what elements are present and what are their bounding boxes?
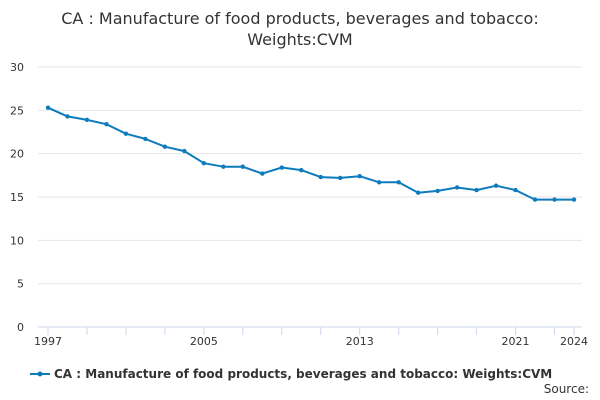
chart-title-line-2: Weights:CVM — [247, 30, 353, 49]
data-point — [571, 197, 577, 202]
data-point — [240, 164, 246, 169]
data-point — [84, 117, 90, 123]
data-point — [435, 188, 440, 194]
data-point — [357, 174, 362, 179]
data-point — [260, 171, 265, 176]
data-point — [532, 197, 538, 202]
data-point — [338, 175, 343, 181]
data-point — [318, 174, 323, 180]
data-point — [123, 131, 129, 136]
data-point — [474, 187, 479, 193]
x-tick-label: 1997 — [34, 335, 62, 348]
y-tick-label: 5 — [17, 278, 24, 291]
data-point — [299, 167, 304, 173]
data-point — [143, 136, 148, 142]
y-tick-label: 30 — [10, 61, 24, 74]
data-point — [552, 197, 557, 202]
source-label: Source: — [543, 382, 589, 396]
data-point — [221, 164, 226, 169]
data-point — [45, 105, 51, 110]
data-point — [415, 190, 421, 195]
data-point — [201, 161, 207, 166]
data-point — [182, 148, 187, 154]
data-point — [454, 185, 460, 190]
data-point — [396, 180, 401, 185]
y-tick-label: 25 — [10, 104, 24, 117]
x-tick-label: 2021 — [502, 335, 530, 348]
data-point — [162, 144, 168, 149]
chart-legend[interactable]: CA : Manufacture of food products, bever… — [30, 364, 552, 384]
data-point — [513, 187, 518, 193]
data-point — [493, 183, 499, 188]
x-tick-label: 2024 — [560, 335, 588, 348]
legend-series-label: CA : Manufacture of food products, bever… — [54, 367, 553, 381]
y-tick-label: 20 — [10, 148, 24, 161]
chart-title-line-1: CA : Manufacture of food products, bever… — [61, 9, 539, 28]
y-tick-label: 0 — [17, 321, 24, 334]
x-tick-label: 2005 — [190, 335, 218, 348]
data-point — [376, 180, 382, 185]
series-line — [47, 106, 575, 201]
data-point — [279, 165, 284, 170]
y-tick-label: 15 — [10, 191, 24, 204]
legend-series-marker — [30, 371, 50, 377]
x-tick-label: 2013 — [346, 335, 374, 348]
data-point — [104, 122, 109, 127]
y-tick-label: 10 — [10, 234, 24, 247]
data-point — [65, 114, 70, 119]
